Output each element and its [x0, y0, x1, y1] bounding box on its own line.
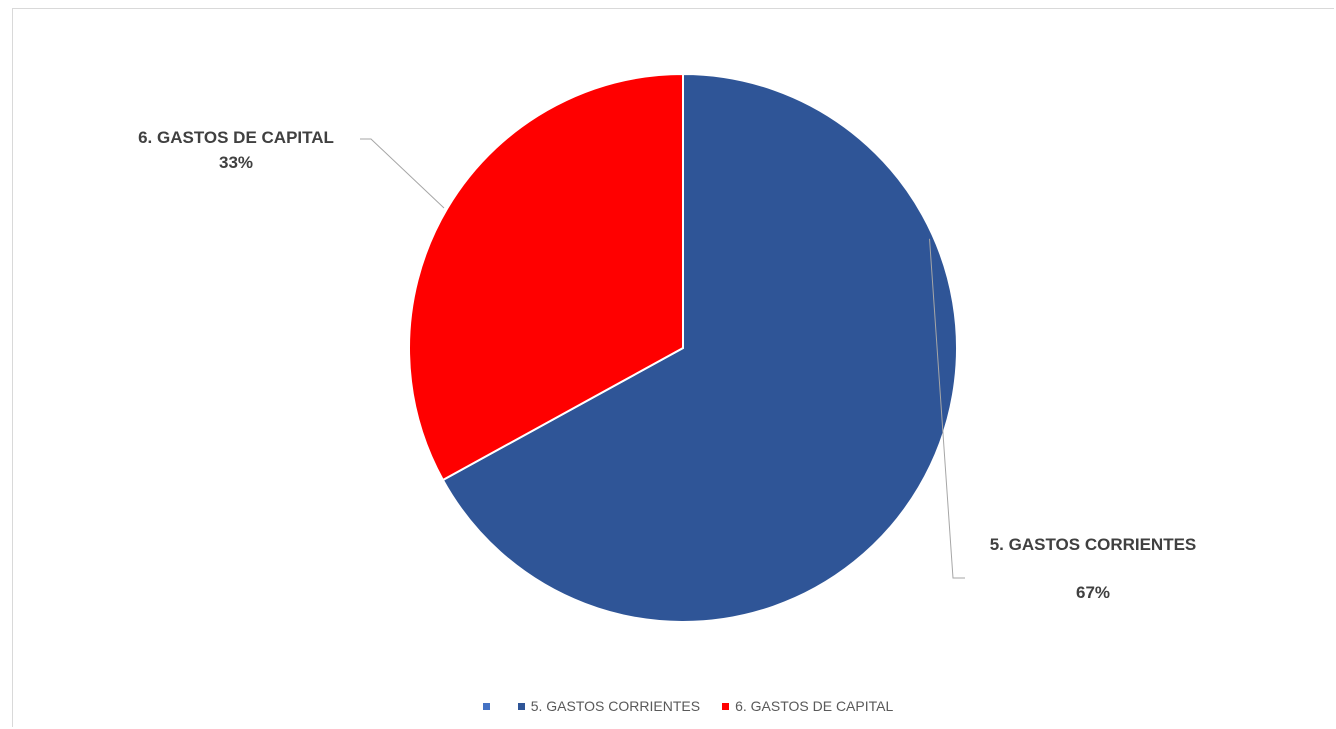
legend-swatch: [722, 702, 730, 710]
slice-label-gastos-capital: 6. GASTOS DE CAPITAL: [138, 128, 334, 147]
legend-item-blank: [482, 702, 496, 710]
pie-slice-gastos-capital: [408, 72, 684, 482]
slice-value-gastos-corrientes: 67%: [1076, 583, 1110, 602]
legend-item-gastos-capital: 6. GASTOS DE CAPITAL: [722, 698, 893, 714]
leader-line-gastos-corrientes: [929, 238, 965, 579]
legend-swatch: [517, 702, 525, 710]
legend-swatch: [482, 702, 490, 710]
legend-label: 5. GASTOS CORRIENTES: [530, 698, 701, 714]
pie-slice-gastos-corrientes: [441, 72, 958, 623]
legend-label: 6. GASTOS DE CAPITAL: [735, 698, 894, 714]
slice-value-gastos-capital: 33%: [219, 153, 253, 172]
chart-legend: 5. GASTOS CORRIENTES 6. GASTOS DE CAPITA…: [0, 694, 1336, 718]
slice-label-gastos-corrientes: 5. GASTOS CORRIENTES: [990, 535, 1197, 554]
leader-line-gastos-capital: [360, 138, 445, 209]
legend-item-gastos-corrientes: 5. GASTOS CORRIENTES: [517, 698, 701, 714]
